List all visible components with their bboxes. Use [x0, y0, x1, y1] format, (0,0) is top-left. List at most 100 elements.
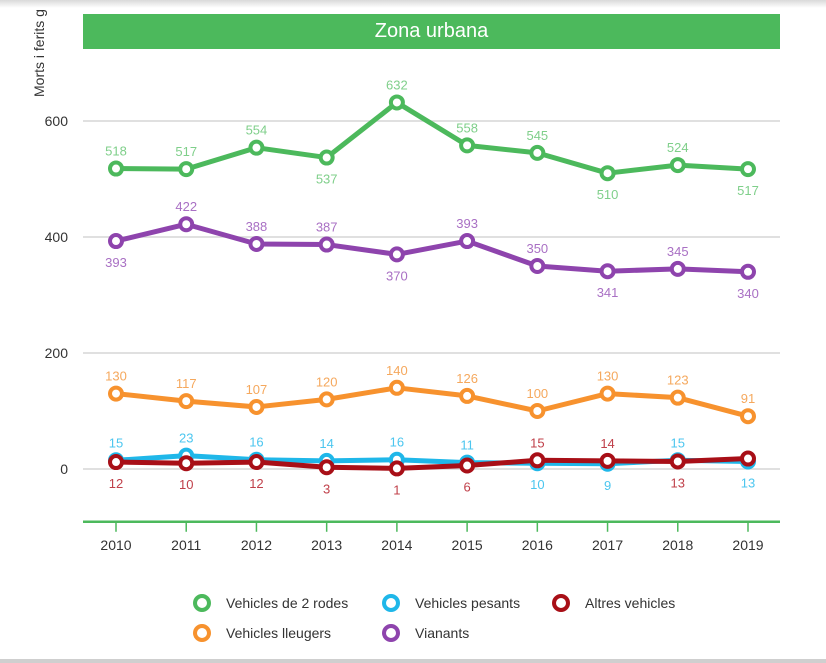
- data-point[interactable]: [669, 157, 686, 174]
- data-label: 387: [316, 220, 338, 235]
- data-label: 15: [109, 435, 123, 450]
- data-label: 517: [175, 144, 197, 159]
- data-label: 554: [246, 123, 268, 138]
- legend-marker-icon: [552, 594, 570, 612]
- series-line: [113, 385, 751, 419]
- window-bottom-border: [0, 659, 826, 663]
- data-label: 388: [246, 219, 268, 234]
- data-point[interactable]: [108, 233, 124, 250]
- series-line: [113, 221, 751, 275]
- data-label: 140: [386, 363, 408, 378]
- data-point[interactable]: [108, 454, 124, 471]
- series-vianants: [108, 216, 756, 280]
- x-tick-label: 2016: [522, 537, 553, 553]
- data-label: 120: [316, 374, 338, 389]
- data-point[interactable]: [178, 161, 195, 178]
- data-label: 12: [109, 476, 123, 491]
- data-label: 14: [319, 436, 333, 451]
- data-point[interactable]: [740, 161, 756, 178]
- legend-item-2-rodes[interactable]: Vehicles de 2 rodes: [193, 594, 348, 612]
- data-point[interactable]: [248, 139, 265, 156]
- data-point[interactable]: [178, 393, 195, 410]
- legend-item-lleugers[interactable]: Vehicles lleugers: [193, 624, 331, 642]
- data-point[interactable]: [388, 379, 405, 396]
- legend-label: Altres vehicles: [585, 595, 676, 611]
- x-tick-label: 2013: [311, 537, 342, 553]
- data-label: 15: [530, 435, 544, 450]
- data-label: 537: [316, 172, 338, 187]
- y-tick-label: 600: [45, 113, 69, 129]
- data-point[interactable]: [669, 453, 686, 470]
- data-point[interactable]: [459, 457, 476, 474]
- series-group: [108, 94, 756, 477]
- data-point[interactable]: [318, 149, 335, 166]
- legend-label: Vehicles de 2 rodes: [226, 595, 349, 611]
- data-point[interactable]: [529, 452, 546, 469]
- data-label: 15: [671, 435, 685, 450]
- data-point[interactable]: [459, 387, 476, 404]
- x-tick-label: 2015: [452, 537, 483, 553]
- x-tick-label: 2010: [100, 537, 131, 553]
- data-point[interactable]: [388, 246, 405, 263]
- data-point[interactable]: [740, 450, 756, 467]
- data-point[interactable]: [318, 459, 335, 476]
- data-label: 3: [323, 481, 330, 496]
- data-point[interactable]: [599, 263, 616, 280]
- data-label: 422: [175, 199, 197, 214]
- data-point[interactable]: [740, 263, 756, 280]
- data-label: 123: [667, 373, 689, 388]
- data-label: 14: [600, 436, 614, 451]
- data-point[interactable]: [599, 452, 616, 469]
- legend-item-pesants[interactable]: Vehicles pesants: [382, 594, 520, 612]
- x-tick-label: 2019: [732, 537, 763, 553]
- data-label: 23: [179, 431, 193, 446]
- chart-title: Zona urbana: [83, 14, 780, 49]
- data-point[interactable]: [599, 385, 616, 402]
- data-point[interactable]: [388, 94, 405, 111]
- data-point[interactable]: [669, 260, 686, 277]
- data-label: 12: [249, 476, 263, 491]
- data-point[interactable]: [529, 403, 546, 419]
- x-tick-label: 2011: [171, 537, 201, 553]
- data-label: 518: [105, 144, 127, 159]
- legend-label: Vianants: [415, 625, 470, 641]
- data-point[interactable]: [388, 460, 405, 477]
- data-label: 11: [460, 438, 474, 453]
- y-tick-label: 400: [45, 229, 69, 245]
- data-point[interactable]: [529, 258, 546, 274]
- data-point[interactable]: [108, 160, 124, 177]
- data-point[interactable]: [248, 235, 265, 252]
- data-label: 545: [526, 128, 548, 143]
- y-axis-ticks: 0 200 400 600: [45, 113, 69, 477]
- data-label: 340: [737, 286, 759, 301]
- data-point[interactable]: [178, 216, 195, 233]
- data-point[interactable]: [459, 233, 476, 250]
- legend-marker-icon: [382, 624, 400, 642]
- legend-item-vianants[interactable]: Vianants: [382, 624, 469, 642]
- data-label: 517: [737, 183, 759, 198]
- x-tick-label: 2018: [662, 537, 693, 553]
- data-point[interactable]: [248, 398, 265, 415]
- data-point[interactable]: [669, 389, 686, 406]
- data-label: 632: [386, 77, 408, 92]
- data-label: 9: [604, 478, 611, 493]
- data-point[interactable]: [318, 391, 335, 408]
- data-label: 10: [530, 477, 544, 492]
- data-label: 100: [526, 386, 548, 401]
- legend-item-altres[interactable]: Altres vehicles: [552, 594, 675, 612]
- y-tick-label: 200: [45, 345, 69, 361]
- data-point[interactable]: [740, 408, 756, 425]
- data-label: 345: [667, 244, 689, 259]
- data-point[interactable]: [529, 144, 546, 161]
- data-point[interactable]: [108, 385, 124, 402]
- data-point[interactable]: [459, 137, 476, 154]
- data-point[interactable]: [599, 165, 616, 182]
- data-point[interactable]: [318, 236, 335, 253]
- data-point[interactable]: [248, 454, 265, 471]
- x-axis: 2010 2011 2012 2013 2014 2015 2016 2017 2018 2019: [83, 520, 780, 553]
- data-point[interactable]: [178, 455, 195, 472]
- legend-label: Vehicles pesants: [415, 595, 521, 611]
- series-vehicles-de-2-rodes: [108, 94, 756, 182]
- data-label: 558: [456, 120, 478, 135]
